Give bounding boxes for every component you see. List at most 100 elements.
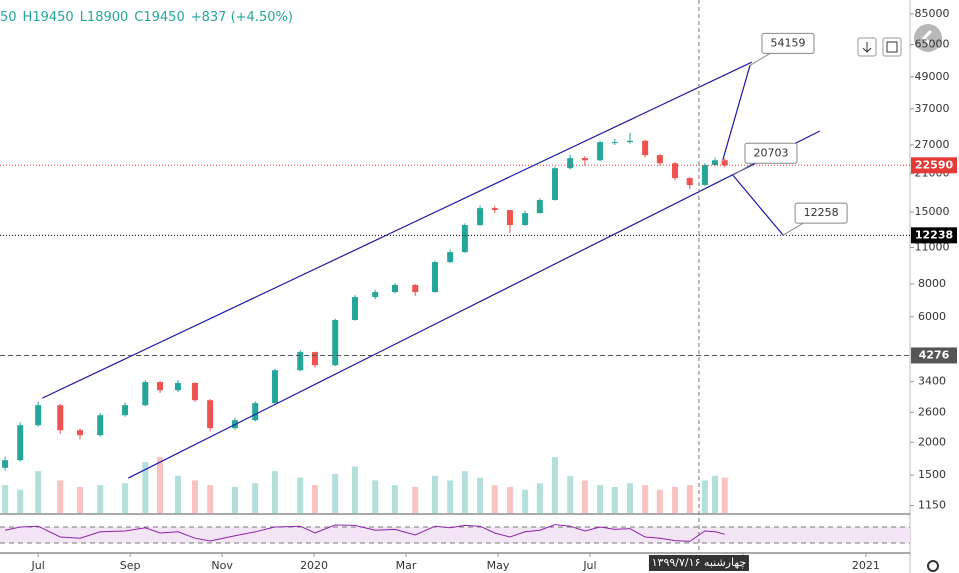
y-tick-label: 15000	[915, 205, 950, 218]
callout-label: 20703	[753, 146, 788, 159]
volume-bar	[581, 480, 588, 513]
volume-bar	[567, 475, 574, 513]
price-tag-label: 12238	[915, 228, 953, 241]
trendline	[732, 174, 784, 236]
candle-body	[142, 382, 149, 406]
volume-bar	[626, 483, 633, 513]
y-tick-label: 11000	[915, 241, 950, 254]
x-tick-label: 2021	[852, 559, 880, 572]
crosshair-label: چهارشنبه ۱۳۹۹/۷/۱۶	[652, 556, 747, 569]
volume-bar	[311, 485, 318, 513]
callout-pointer	[732, 162, 754, 176]
icon	[921, 29, 933, 47]
x-tick-label: Mar	[396, 559, 417, 572]
callout-label: 12258	[804, 206, 839, 219]
y-tick-label: 8000	[918, 277, 946, 290]
candle-body	[431, 262, 438, 293]
callout-label: 54159	[770, 36, 805, 49]
volume-bar	[57, 480, 64, 513]
callout-box	[744, 142, 798, 164]
volume-bar	[142, 461, 149, 513]
price-tag	[911, 347, 957, 364]
volume-bar	[701, 480, 708, 513]
candle-body	[552, 168, 559, 201]
volume-bar	[157, 457, 164, 513]
ohlc-value: +837 (+4.50%)	[190, 10, 293, 25]
volume-bar	[252, 483, 259, 513]
volume-bar	[447, 480, 454, 513]
ohlc-value: H19450	[22, 10, 74, 25]
volume-bar	[297, 477, 304, 513]
volume-bar	[271, 471, 278, 513]
candle-body	[522, 213, 529, 226]
candle-body	[701, 164, 708, 186]
rsi-band	[0, 527, 910, 543]
x-tick-label: Sep	[120, 559, 141, 572]
candle-body	[157, 382, 164, 391]
price-tag	[911, 157, 957, 174]
candle-body	[461, 225, 468, 253]
settings-button[interactable]	[927, 560, 939, 572]
candle-body	[2, 460, 9, 468]
volume-bar	[611, 486, 618, 513]
volume-bar	[372, 480, 379, 513]
x-tick-label: 2020	[300, 559, 328, 572]
trendline	[42, 61, 753, 399]
ohlc-header: 50 H19450 L18900 C19450 +837 (+4.50%)	[0, 10, 293, 25]
candle-body	[611, 142, 618, 144]
volume-bar	[97, 485, 104, 513]
candle-body	[536, 200, 543, 214]
price-tag	[911, 227, 957, 244]
candle-body	[191, 383, 198, 401]
candle-body	[271, 370, 278, 404]
volume-bar	[17, 489, 24, 513]
candle-body	[57, 405, 64, 431]
candle-body	[581, 158, 588, 161]
x-tick-label: Jul	[582, 559, 596, 572]
candle-body	[122, 405, 129, 416]
candle-body	[332, 319, 339, 366]
candle-body	[252, 403, 259, 421]
candle-body	[174, 383, 181, 391]
ohlc-value: C19450	[134, 10, 185, 25]
candle-body	[372, 292, 379, 298]
candle-body	[447, 252, 454, 263]
candle-body	[672, 163, 679, 179]
icon	[886, 41, 898, 53]
volume-bar	[461, 471, 468, 513]
volume-bar	[391, 485, 398, 513]
scroll-button[interactable]	[914, 24, 942, 52]
volume-bar	[712, 475, 719, 513]
candle-body	[77, 430, 84, 436]
candle-body	[626, 140, 633, 143]
volume-bar	[491, 485, 498, 513]
volume-bar	[412, 486, 419, 513]
volume-bar	[721, 477, 728, 513]
y-tick-label: 2600	[918, 405, 946, 418]
volume-bar	[231, 486, 238, 513]
candle-body	[97, 415, 104, 436]
volume-bar	[656, 489, 663, 513]
candle-body	[491, 208, 498, 211]
callout-pointer	[782, 222, 804, 236]
volume-bar	[77, 486, 84, 513]
callout-box	[794, 202, 848, 224]
candle-body	[721, 160, 728, 166]
y-tick-label: 1150	[918, 499, 946, 512]
y-tick-label: 27000	[915, 138, 950, 151]
candle-body	[506, 210, 513, 226]
rsi-line	[4, 524, 725, 542]
y-tick-label: 49000	[915, 70, 950, 83]
volume-bar	[351, 466, 358, 513]
candle-body	[597, 142, 604, 161]
candle-body	[656, 155, 663, 164]
callout-pointer	[749, 52, 771, 66]
volume-bar	[672, 486, 679, 513]
volume-bar	[122, 483, 129, 513]
toolbar[interactable]	[857, 24, 942, 572]
candle-body	[412, 284, 419, 293]
button[interactable]	[882, 37, 902, 57]
volume-bar	[191, 480, 198, 513]
